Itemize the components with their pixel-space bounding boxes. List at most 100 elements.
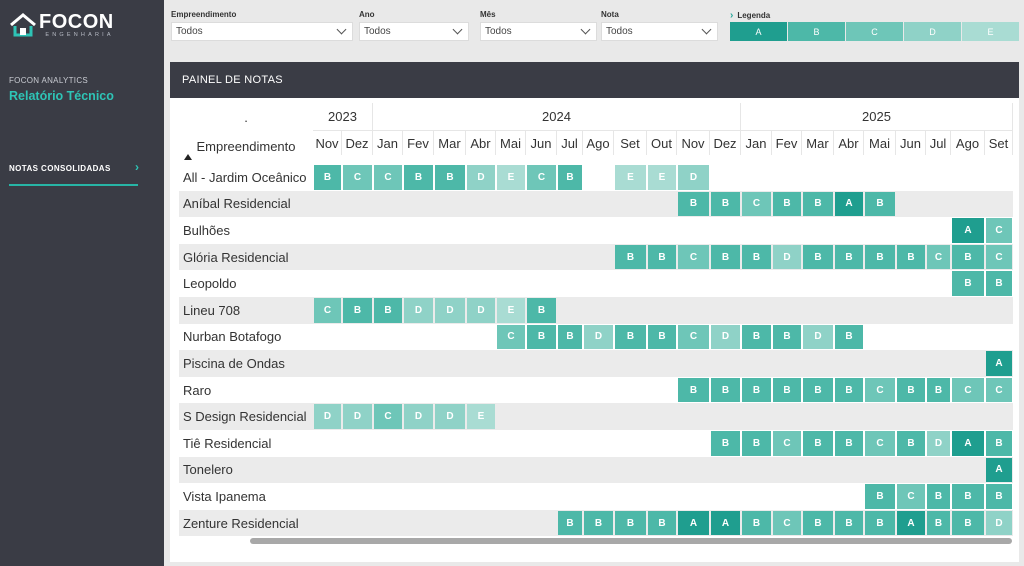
grade-cell[interactable]: D [467, 165, 495, 190]
grade-cell[interactable]: C [527, 165, 556, 190]
grade-cell[interactable]: B [952, 244, 984, 270]
grade-cell[interactable]: B [865, 484, 895, 509]
grade-cell[interactable]: A [835, 191, 863, 217]
grade-cell[interactable]: D [435, 404, 465, 429]
grade-cell[interactable]: D [773, 244, 801, 270]
grade-cell[interactable]: B [773, 191, 801, 217]
grade-cell[interactable]: C [986, 244, 1012, 270]
row-label[interactable]: Aníbal Residencial [183, 196, 291, 212]
grade-cell[interactable]: A [986, 351, 1012, 376]
mes-dropdown[interactable]: Todos [480, 22, 597, 41]
grade-cell[interactable]: A [678, 510, 709, 536]
grade-cell[interactable]: D [404, 298, 433, 323]
grade-cell[interactable]: B [835, 324, 863, 350]
grade-cell[interactable]: B [558, 510, 582, 536]
grade-cell[interactable]: D [711, 324, 740, 350]
grade-cell[interactable]: B [678, 377, 709, 403]
grade-cell[interactable]: B [986, 431, 1012, 456]
grade-cell[interactable]: C [986, 218, 1012, 243]
grade-cell[interactable]: C [374, 404, 402, 429]
grade-cell[interactable]: D [584, 324, 613, 350]
grade-cell[interactable]: D [404, 404, 433, 429]
grade-cell[interactable]: B [835, 377, 863, 403]
nota-dropdown[interactable]: Todos [601, 22, 718, 41]
grade-cell[interactable]: D [986, 510, 1012, 536]
grade-cell[interactable]: E [648, 165, 676, 190]
grade-cell[interactable]: A [711, 510, 740, 536]
legend-swatch-b[interactable]: B [788, 22, 845, 41]
grade-cell[interactable]: C [678, 244, 709, 270]
grade-cell[interactable]: D [314, 404, 341, 429]
grade-cell[interactable]: B [678, 191, 709, 217]
grade-cell[interactable]: B [927, 510, 950, 536]
grade-cell[interactable]: B [897, 431, 925, 456]
grade-cell[interactable]: B [803, 510, 833, 536]
grade-cell[interactable]: B [927, 484, 950, 509]
grade-cell[interactable]: C [773, 510, 801, 536]
grade-cell[interactable]: C [314, 298, 341, 323]
legend-swatch-a[interactable]: A [730, 22, 787, 41]
legend-swatch-e[interactable]: E [962, 22, 1019, 41]
row-label[interactable]: Lineu 708 [183, 302, 241, 318]
grade-cell[interactable]: B [742, 244, 771, 270]
grade-cell[interactable]: C [773, 431, 801, 456]
grade-cell[interactable]: B [648, 244, 676, 270]
grade-cell[interactable]: B [343, 298, 372, 323]
grade-cell[interactable]: B [615, 324, 646, 350]
grade-cell[interactable]: C [986, 377, 1012, 403]
sort-ascending-icon[interactable] [184, 154, 192, 160]
grade-cell[interactable]: B [742, 324, 771, 350]
grade-cell[interactable]: B [435, 165, 465, 190]
grade-cell[interactable]: B [803, 191, 833, 217]
grade-cell[interactable]: D [803, 324, 833, 350]
ano-dropdown[interactable]: Todos [359, 22, 469, 41]
grade-cell[interactable]: A [986, 457, 1012, 483]
grade-cell[interactable]: B [952, 510, 984, 536]
grade-cell[interactable]: B [742, 510, 771, 536]
grade-cell[interactable]: C [343, 165, 372, 190]
grade-cell[interactable]: B [404, 165, 433, 190]
grade-cell[interactable]: D [927, 431, 950, 456]
grade-cell[interactable]: C [865, 377, 895, 403]
grade-cell[interactable]: B [742, 431, 771, 456]
grade-cell[interactable]: B [952, 484, 984, 509]
row-label[interactable]: All - Jardim Oceânico [183, 169, 307, 185]
grade-cell[interactable]: B [835, 510, 863, 536]
grade-cell[interactable]: D [343, 404, 372, 429]
grade-cell[interactable]: B [374, 298, 402, 323]
row-label[interactable]: Leopoldo [183, 276, 237, 292]
grade-cell[interactable]: B [986, 484, 1012, 509]
grade-cell[interactable]: B [835, 244, 863, 270]
grade-cell[interactable]: B [865, 191, 895, 217]
grade-cell[interactable]: B [711, 244, 740, 270]
grade-cell[interactable]: B [615, 510, 646, 536]
nav-notas-consolidadas[interactable]: NOTAS CONSOLIDADAS › [9, 160, 139, 186]
row-label[interactable]: Glória Residencial [183, 249, 289, 265]
row-label[interactable]: Raro [183, 382, 212, 398]
grade-cell[interactable]: B [527, 324, 556, 350]
grade-cell[interactable]: C [927, 244, 950, 270]
grade-cell[interactable]: C [742, 191, 771, 217]
grade-cell[interactable]: B [952, 271, 984, 296]
grade-cell[interactable]: C [865, 431, 895, 456]
grade-cell[interactable]: B [865, 510, 895, 536]
grade-cell[interactable]: C [952, 377, 984, 403]
grade-cell[interactable]: B [742, 377, 771, 403]
grade-cell[interactable]: B [897, 244, 925, 270]
grade-cell[interactable]: C [678, 324, 709, 350]
row-label[interactable]: Piscina de Ondas [183, 355, 285, 371]
grade-cell[interactable]: B [803, 431, 833, 456]
grade-cell[interactable]: B [527, 298, 556, 323]
grade-cell[interactable]: B [648, 324, 676, 350]
grade-cell[interactable]: E [615, 165, 646, 190]
grade-cell[interactable]: C [497, 324, 525, 350]
column-header-empreendimento[interactable]: Empreendimento [179, 131, 313, 163]
grade-cell[interactable]: C [897, 484, 925, 509]
legend-toggle[interactable]: › Legenda [730, 10, 1020, 21]
legend-swatch-d[interactable]: D [904, 22, 961, 41]
grade-cell[interactable]: D [678, 165, 709, 190]
grade-cell[interactable]: C [374, 165, 402, 190]
grade-cell[interactable]: B [865, 244, 895, 270]
empreendimento-dropdown[interactable]: Todos [171, 22, 353, 41]
grade-cell[interactable]: B [314, 165, 341, 190]
